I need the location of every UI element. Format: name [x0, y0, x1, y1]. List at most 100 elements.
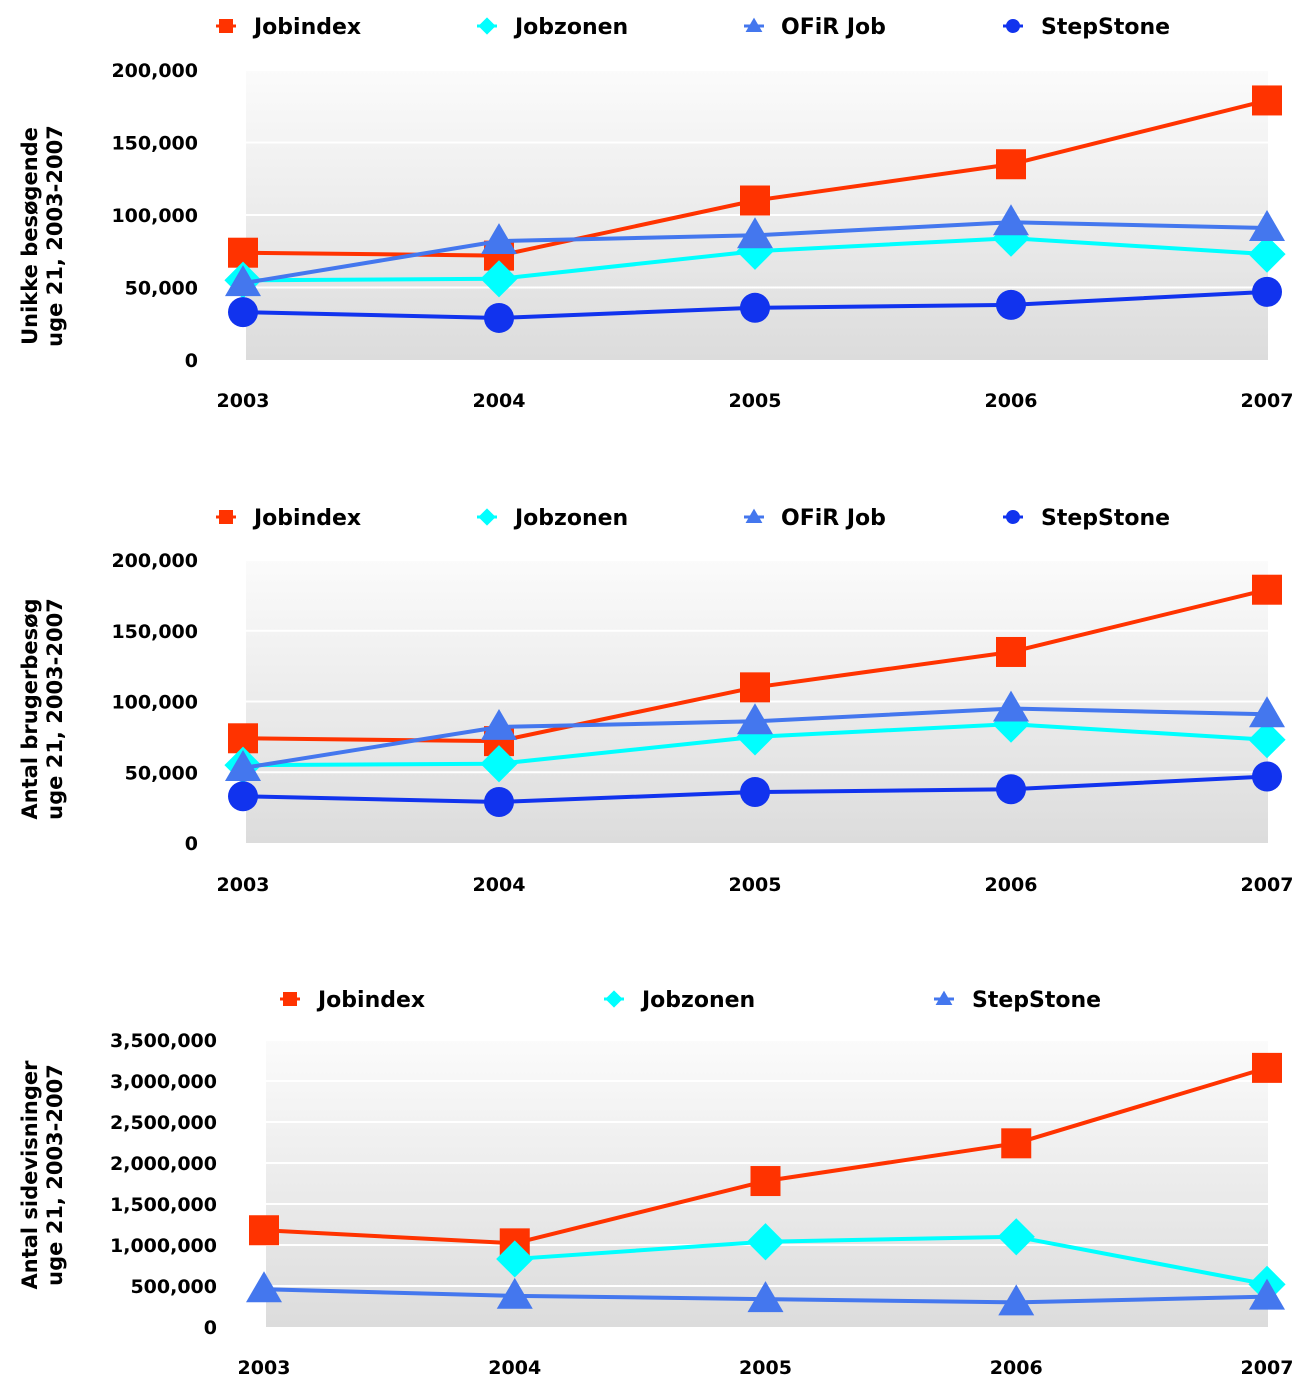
- y-tick-label: 150,000: [111, 133, 198, 155]
- data-point: [246, 1271, 282, 1303]
- y-tick-label: 1,000,000: [110, 1235, 217, 1257]
- legend-item: Jobzonen: [604, 988, 755, 1013]
- legend-item: Jobzonen: [477, 15, 628, 40]
- series-stepstone: [246, 1271, 1285, 1316]
- y-tick-label: 50,000: [125, 278, 198, 300]
- data-point: [992, 705, 1030, 743]
- chart-1: 0 50,000 100,000 150,000 200,000 2003 2004 2005…: [18, 15, 1293, 412]
- data-point: [740, 185, 770, 216]
- series-stepstone: [228, 276, 1282, 333]
- legend: Jobindex Jobzonen StepStone: [280, 988, 1101, 1013]
- legend-label: StepStone: [1041, 506, 1170, 531]
- y-tick-label: 0: [185, 833, 198, 855]
- y-tick-label: 100,000: [111, 692, 198, 714]
- data-point: [225, 750, 261, 781]
- data-point: [740, 672, 770, 703]
- legend-label: StepStone: [972, 988, 1101, 1013]
- x-tick-label: 2003: [217, 874, 270, 896]
- data-point: [1001, 1128, 1032, 1159]
- data-point: [225, 265, 261, 297]
- data-point: [228, 297, 258, 328]
- series-line: [514, 1234, 1268, 1287]
- data-point: [481, 708, 517, 740]
- data-point: [997, 1218, 1035, 1256]
- y-axis-label: uge 21, 2003-2007: [43, 125, 67, 347]
- legend-label: Jobzonen: [513, 15, 628, 40]
- legend-marker: [935, 990, 953, 1006]
- legend-item: Jobindex: [216, 506, 361, 531]
- x-tick-label: 2006: [985, 874, 1038, 896]
- legend: Jobindex Jobzonen OFiR Job StepStone: [216, 506, 1170, 531]
- data-point: [480, 260, 518, 298]
- data-point: [496, 1240, 534, 1278]
- legend-item: OFiR Job: [744, 506, 886, 531]
- data-point: [1252, 761, 1282, 792]
- legend-label: Jobindex: [252, 506, 361, 531]
- legend-label: Jobindex: [316, 988, 425, 1013]
- x-tick-label: 2003: [238, 1357, 291, 1377]
- data-point: [1252, 85, 1282, 116]
- y-tick-label: 100,000: [111, 205, 198, 227]
- data-point: [740, 292, 770, 323]
- legend-marker: [745, 508, 763, 524]
- x-tick-label: 2007: [1241, 390, 1294, 412]
- x-tick-label: 2007: [1241, 874, 1294, 896]
- legend-item: StepStone: [1003, 506, 1170, 531]
- data-point: [737, 217, 773, 249]
- data-point: [228, 781, 258, 812]
- y-tick-label: 150,000: [111, 621, 198, 643]
- legend-item: Jobzonen: [477, 506, 628, 531]
- y-axis-label: Antal brugerbesøg: [18, 598, 42, 819]
- legend-item: Jobindex: [216, 15, 361, 40]
- data-point: [998, 1284, 1035, 1316]
- y-tick-label: 2,000,000: [110, 1153, 217, 1175]
- data-point: [1249, 210, 1285, 242]
- x-tick-label: 2007: [1241, 1357, 1294, 1377]
- x-tick-label: 2006: [985, 390, 1038, 412]
- data-point: [746, 1223, 785, 1261]
- data-point: [737, 703, 773, 735]
- legend-label: OFiR Job: [781, 15, 886, 40]
- legend-item: StepStone: [934, 988, 1101, 1013]
- y-axis-label: Unikke besøgende: [18, 127, 42, 345]
- data-point: [484, 302, 514, 333]
- data-point: [1249, 1278, 1285, 1310]
- legend-marker: [219, 510, 233, 524]
- series-jobzonen: [496, 1218, 1286, 1303]
- legend-marker: [1006, 19, 1020, 33]
- legend-marker: [1006, 510, 1020, 524]
- data-point: [481, 223, 517, 255]
- data-point: [996, 289, 1026, 320]
- chart-3: 0 500,000 1,000,000 1,500,000 2,000,000 2,500…: [18, 988, 1293, 1377]
- y-tick-label: 0: [204, 1317, 217, 1339]
- series-ofir-job: [225, 690, 1285, 781]
- x-tick-label: 2004: [473, 390, 526, 412]
- data-point: [1252, 574, 1282, 605]
- data-point: [480, 745, 518, 783]
- legend-label: Jobzonen: [513, 506, 628, 531]
- legend-marker: [745, 17, 763, 33]
- data-point: [993, 690, 1029, 722]
- data-point: [1252, 276, 1282, 307]
- legend-marker: [283, 992, 297, 1006]
- legend-label: Jobzonen: [640, 988, 755, 1013]
- x-tick-label: 2004: [473, 874, 526, 896]
- y-axis-label: Antal sidevisninger: [18, 1060, 42, 1290]
- legend-item: Jobindex: [280, 988, 425, 1013]
- data-point: [993, 204, 1029, 236]
- x-tick-label: 2005: [739, 1357, 792, 1377]
- y-axis-label: uge 21, 2003-2007: [43, 1064, 67, 1286]
- legend-marker: [605, 990, 623, 1008]
- data-point: [750, 1166, 781, 1197]
- y-tick-label: 50,000: [125, 762, 198, 784]
- legend-marker: [478, 508, 496, 526]
- data-point: [992, 219, 1030, 257]
- y-tick-label: 200,000: [111, 60, 198, 82]
- legend-label: Jobindex: [252, 15, 361, 40]
- data-point: [1248, 235, 1286, 273]
- y-tick-label: 3,500,000: [110, 1030, 217, 1052]
- data-point: [1248, 721, 1286, 759]
- y-tick-label: 200,000: [111, 550, 198, 572]
- data-point: [996, 636, 1026, 667]
